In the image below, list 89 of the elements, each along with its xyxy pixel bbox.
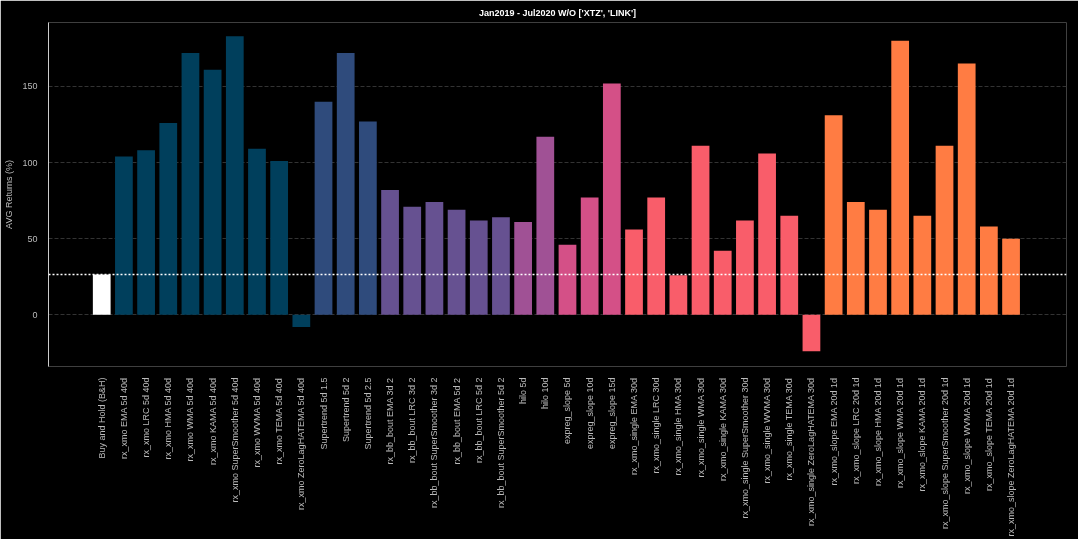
x-tick-label: rx_xmo_slope WMA 20d 1d	[895, 377, 906, 489]
bar	[1002, 238, 1020, 315]
y-tick-label: 100	[22, 157, 38, 168]
bar	[292, 314, 311, 327]
y-tick-label: 0	[32, 309, 38, 320]
bar	[536, 136, 555, 315]
x-tick-label: expreg_slope 5d	[562, 377, 573, 445]
x-tick-label: rx_bb_bout LRC 5d 2	[473, 377, 484, 464]
x-tick-label: expreg_slope 15d	[606, 377, 617, 450]
x-tick-label: rx_bb_bout SuperSmoother 5d 2	[495, 377, 506, 509]
x-tick-label: rx_bb_bout SuperSmoother 3d 2	[429, 377, 440, 509]
x-tick-label: rx_xmo WVMA 5d 40d	[251, 377, 262, 468]
x-tick-label: rx_xmo_slope SuperSmoother 20d 1d	[939, 377, 950, 530]
bar	[514, 221, 532, 315]
x-tick-label: Supertrend 5d 2	[340, 377, 351, 443]
bar	[891, 40, 910, 315]
x-tick-label: rx_xmo EMA 5d 40d	[118, 377, 129, 460]
bar	[780, 215, 799, 315]
x-tick-label: rx_xmo_single EMA 30d	[629, 377, 640, 476]
bar	[159, 122, 178, 315]
x-tick-label: rx_xmo_single KAMA 30d	[717, 377, 728, 482]
x-tick-label: rx_xmo_single WVMA 30d	[762, 377, 773, 484]
x-tick-label: rx_xmo_slope TEMA 20d 1d	[983, 378, 994, 492]
x-tick-label: rx_xmo_slope HMA 20d 1d	[872, 377, 883, 487]
x-tick-label: rx_xmo_single HMA 30d	[673, 378, 684, 476]
bar	[137, 150, 155, 315]
bar	[713, 250, 732, 315]
x-tick-label: rx_xmo HMA 5d 40d	[163, 377, 174, 460]
bar	[225, 36, 244, 315]
bar	[336, 52, 355, 315]
x-tick-label: rx_xmo_single SuperSmoother 30d	[739, 377, 750, 519]
bar	[602, 83, 621, 315]
x-tick-label: hilo 10d	[540, 377, 551, 410]
bar	[381, 189, 399, 315]
bar	[425, 202, 444, 315]
bar	[824, 115, 843, 315]
x-tick-label: expreg_slope 10d	[584, 377, 595, 450]
bar	[691, 145, 710, 315]
bar	[957, 63, 976, 315]
bar	[580, 197, 599, 315]
bar	[181, 52, 200, 315]
x-tick-label: Supertrend 5d 1.5	[318, 377, 329, 450]
x-tick-label: rx_bb_bout LRC 3d 2	[407, 377, 418, 464]
bar	[469, 220, 488, 315]
x-tick-label: rx_xmo_slope LRC 20d 1d	[850, 377, 861, 485]
bar	[935, 145, 954, 315]
y-axis-title: AVG Returns (%)	[4, 160, 15, 229]
x-tick-label: rx_xmo_single LRC 30d	[651, 377, 662, 474]
bar	[802, 314, 821, 352]
x-tick-label: rx_xmo TEMA 5d 40d	[274, 378, 285, 465]
x-tick-label: rx_xmo ZeroLagHATEMA 5d 40d	[296, 377, 307, 510]
x-tick-label: rx_xmo_single TEMA 30d	[784, 378, 795, 481]
x-tick-label: rx_xmo_slope ZeroLagHATEMA 20d 1d	[1006, 377, 1017, 537]
bar	[270, 161, 289, 315]
x-tick-label: rx_xmo_slope WVMA 20d 1d	[961, 377, 972, 495]
x-tick-label: rx_xmo_single ZeroLagHATEMA 30d	[806, 377, 817, 526]
y-tick-label: 50	[27, 233, 38, 244]
bar	[758, 153, 776, 315]
bar	[314, 101, 333, 315]
bar	[846, 202, 865, 315]
bar	[625, 229, 643, 315]
x-tick-label: rx_xmo_single WMA 30d	[695, 377, 706, 478]
x-tick-label: rx_xmo SuperSmoother 5d 40d	[229, 377, 240, 503]
bar	[869, 209, 887, 315]
bar	[913, 215, 932, 315]
x-tick-label: Supertrend 5d 2.5	[362, 377, 373, 450]
chart-title: Jan2019 - Jul2020 W/O ['XTZ', 'LINK']	[478, 7, 637, 18]
bar	[736, 220, 754, 315]
bar	[115, 156, 133, 315]
bar	[447, 209, 466, 315]
bar	[248, 148, 266, 315]
bar	[203, 69, 222, 315]
x-tick-label: Buy and Hold (B&H)	[96, 377, 107, 459]
x-tick-label: rx_xmo KAMA 5d 40d	[207, 377, 218, 466]
bar	[669, 275, 688, 315]
bar	[980, 226, 998, 315]
x-tick-label: rx_xmo LRC 5d 40d	[141, 377, 152, 458]
x-tick-label: hilo 5d	[518, 377, 529, 405]
y-tick-label: 150	[22, 81, 38, 92]
bar	[403, 206, 422, 315]
x-tick-label: rx_bb_bout EMA 3d 2	[385, 377, 396, 465]
x-tick-label: rx_xmo_slope KAMA 20d 1d	[917, 377, 928, 492]
bar	[558, 244, 577, 315]
x-tick-label: rx_bb_bout EMA 5d 2	[451, 377, 462, 465]
bar	[359, 121, 377, 315]
x-tick-label: rx_xmo_slope EMA 20d 1d	[828, 377, 839, 486]
x-tick-label: rx_xmo WMA 5d 40d	[185, 378, 196, 462]
bar	[492, 217, 510, 315]
bar	[647, 197, 666, 315]
